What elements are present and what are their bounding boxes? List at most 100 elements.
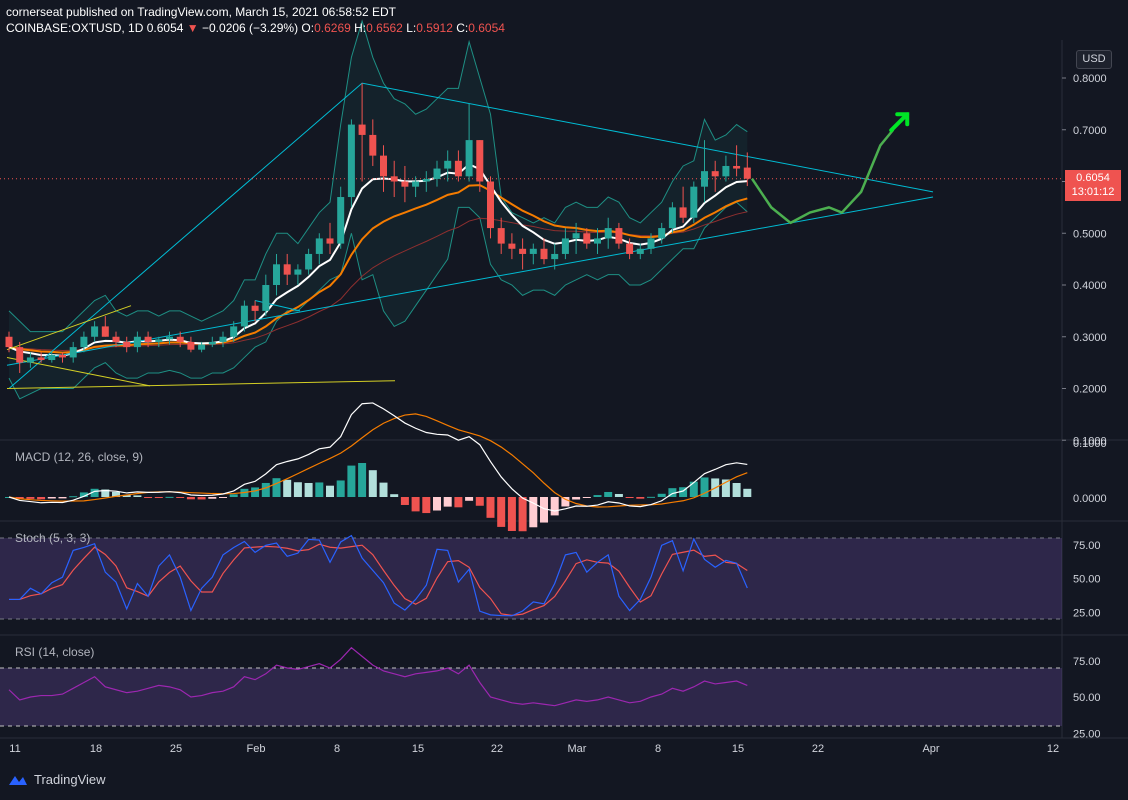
macd-histogram-bar <box>58 497 67 499</box>
candle-body <box>615 228 623 244</box>
macd-histogram-bar <box>101 489 110 497</box>
macd-histogram-bar <box>261 482 270 497</box>
macd-histogram-bar <box>400 497 409 505</box>
macd-histogram-bar <box>251 487 260 497</box>
macd-histogram-bar <box>668 488 677 497</box>
candle-body <box>219 336 227 342</box>
macd-histogram-bar <box>293 482 302 497</box>
macd-histogram-bar <box>229 494 238 497</box>
time-tick-label: Apr <box>922 743 939 755</box>
candle-body <box>80 336 88 348</box>
macd-histogram-bar <box>518 497 527 532</box>
down-arrow-icon: ▼ <box>186 21 199 35</box>
current-price-label: 0.6054 13:01:12 <box>1065 170 1121 201</box>
low-label: L: <box>406 21 417 35</box>
candle-body <box>701 171 708 187</box>
brand-label: TradingView <box>34 772 106 787</box>
candle-body <box>412 181 420 187</box>
candle-body <box>551 253 559 260</box>
macd-histogram-bar <box>443 497 452 507</box>
macd-histogram-bar <box>315 482 324 497</box>
candle-body <box>198 344 206 350</box>
candle-body <box>283 264 291 275</box>
rsi-line <box>8 646 748 707</box>
price-tick-label: 0.7000 <box>1073 125 1107 137</box>
macd-histogram-bar <box>197 497 206 500</box>
macd-histogram-bar <box>529 497 538 528</box>
macd-histogram-bar <box>69 496 78 498</box>
candle-body <box>487 181 494 229</box>
macd-title: MACD (12, 26, close, 9) <box>15 450 144 464</box>
chart-header: cornerseat published on TradingView.com,… <box>6 4 505 36</box>
candle-body <box>176 336 184 342</box>
candle-body <box>26 357 34 363</box>
macd-histogram-bar <box>540 497 548 523</box>
macd-histogram-bar <box>486 497 495 518</box>
candle-body <box>144 336 152 342</box>
candle-body <box>37 357 45 361</box>
candle-body <box>561 238 569 254</box>
macd-histogram-bar <box>647 496 655 498</box>
price-tick-label: 0.8000 <box>1073 73 1107 85</box>
candle-body <box>604 228 612 239</box>
macd-histogram-bar <box>37 497 46 500</box>
macd-histogram-bar <box>272 478 281 497</box>
candle-body <box>433 168 441 179</box>
macd-histogram-bar <box>465 497 474 501</box>
currency-button[interactable]: USD <box>1076 50 1112 69</box>
candle-body <box>465 140 473 177</box>
change-value: −0.0206 (−3.29%) <box>202 21 299 35</box>
candle-body <box>380 155 387 177</box>
candle-body <box>5 336 13 348</box>
macd-histogram-bar <box>636 497 645 499</box>
candle-body <box>230 326 238 337</box>
symbol-label[interactable]: COINBASE:OXTUSD, 1D <box>6 21 144 35</box>
macd-histogram-bar <box>144 497 153 498</box>
stoch-band <box>0 538 1062 619</box>
candle-body <box>390 176 398 182</box>
macd-histogram-bar <box>604 491 613 497</box>
candle-body <box>166 336 173 340</box>
macd-histogram-bar <box>454 497 463 508</box>
price-tick-label: 0.5000 <box>1073 228 1107 240</box>
macd-histogram-bar <box>26 497 35 499</box>
macd-histogram-bar <box>582 497 591 498</box>
candle-body <box>690 186 698 218</box>
rsi-band <box>0 668 1062 726</box>
macd-histogram-bar <box>47 497 56 499</box>
time-tick-label: Mar <box>568 743 587 755</box>
macd-histogram-bar <box>497 497 506 527</box>
time-tick-label: 15 <box>412 743 424 755</box>
ma-mid-line <box>8 184 748 354</box>
tradingview-brand[interactable]: TradingView <box>8 772 106 787</box>
time-tick-label: Feb <box>247 743 266 755</box>
macd-histogram-bar <box>358 463 367 497</box>
candle-body <box>91 326 99 337</box>
tradingview-logo-icon <box>9 775 27 785</box>
macd-histogram-bar <box>422 497 431 514</box>
macd-histogram-bar <box>593 495 602 497</box>
macd-histogram-bar <box>390 494 399 497</box>
time-tick-label: 22 <box>812 743 824 755</box>
price-tick-label: 0.3000 <box>1073 332 1107 344</box>
stoch-title: Stoch (5, 3, 3) <box>15 531 91 545</box>
candle-body <box>59 354 66 358</box>
high-label: H: <box>354 21 367 35</box>
macd-histogram-bar <box>122 494 131 497</box>
macd-histogram-bar <box>112 491 120 497</box>
macd-histogram-bar <box>79 492 88 497</box>
high-value: 0.6562 <box>366 21 403 35</box>
macd-histogram-bar <box>336 480 345 497</box>
macd-histogram-bar <box>572 497 581 500</box>
close-label: C: <box>456 21 469 35</box>
low-value: 0.5912 <box>416 21 453 35</box>
close-value: 0.6054 <box>468 21 505 35</box>
price-tick-label: 0.4000 <box>1073 280 1107 292</box>
candle-body <box>16 347 24 363</box>
candle-body <box>262 285 270 311</box>
stoch-k-line <box>9 534 748 617</box>
macd-signal-line <box>8 413 748 508</box>
macd-histogram-bar <box>721 479 730 497</box>
macd-histogram-bar <box>625 497 634 498</box>
